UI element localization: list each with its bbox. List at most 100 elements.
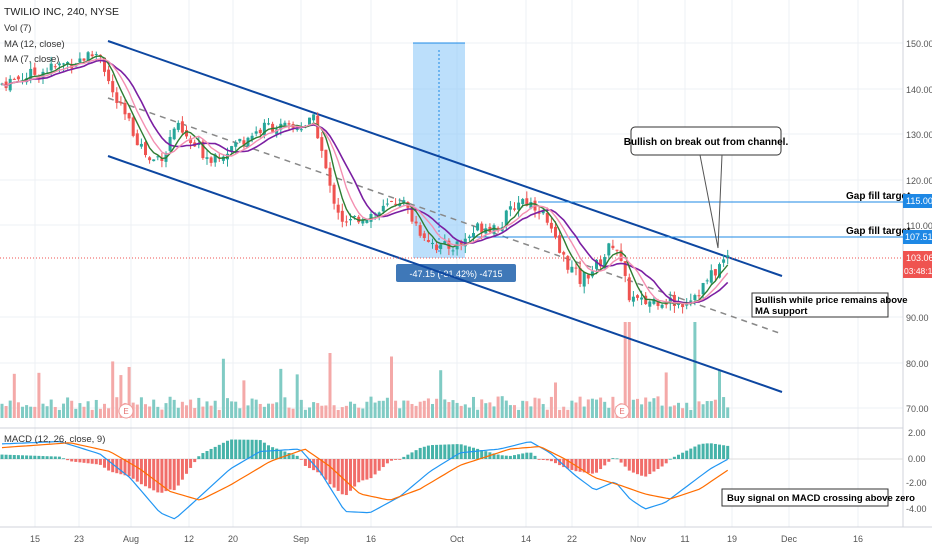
candle-body[interactable] (410, 207, 414, 222)
candle-body[interactable] (623, 261, 627, 276)
candle-body[interactable] (492, 225, 496, 234)
earnings-marker[interactable]: E (614, 403, 630, 419)
candle-body[interactable] (631, 296, 635, 302)
channel-lower-line[interactable] (107, 155, 783, 393)
candle-body[interactable] (578, 268, 582, 284)
candle-body[interactable] (144, 142, 147, 156)
candle-body[interactable] (513, 208, 516, 210)
candle-body[interactable] (599, 259, 603, 267)
candle-body[interactable] (508, 206, 512, 210)
price-axis[interactable]: 150.00 140.00 130.00 120.00 110.00 90.00… (906, 39, 932, 414)
candle-body[interactable] (467, 236, 471, 239)
candle-body[interactable] (422, 233, 426, 239)
candle-body[interactable] (172, 128, 176, 140)
candle-body[interactable] (336, 204, 340, 213)
candle-body[interactable] (451, 250, 455, 252)
candle-body[interactable] (701, 283, 705, 295)
candle-body[interactable] (316, 115, 320, 139)
candle-body[interactable] (156, 156, 160, 158)
macd-axis[interactable]: 2.00 0.00 -2.00 -4.00 (906, 428, 927, 514)
candle-body[interactable] (562, 252, 566, 255)
candle-body[interactable] (201, 141, 205, 159)
candle-body[interactable] (619, 250, 623, 261)
candle-body[interactable] (262, 122, 266, 136)
candle-body[interactable] (718, 264, 721, 278)
ma-support-note[interactable] (751, 292, 889, 318)
candle-body[interactable] (209, 157, 213, 163)
candle-body[interactable] (402, 200, 406, 203)
candle-body[interactable] (86, 52, 90, 63)
candle-body[interactable] (590, 271, 594, 277)
candle-body[interactable] (586, 274, 590, 279)
candle-body[interactable] (443, 241, 447, 244)
candle-body[interactable] (697, 295, 701, 297)
candle-body[interactable] (603, 257, 607, 269)
candle-body[interactable] (504, 210, 508, 225)
candle-body[interactable] (197, 143, 201, 145)
candle-body[interactable] (283, 122, 287, 126)
candle-body[interactable] (398, 204, 402, 207)
earnings-marker[interactable]: E (118, 403, 134, 419)
candle-body[interactable] (390, 200, 393, 202)
candle-body[interactable] (250, 135, 254, 140)
candle-body[interactable] (521, 199, 525, 204)
candle-body[interactable] (607, 243, 611, 256)
candle-body[interactable] (127, 113, 131, 119)
candle-body[interactable] (295, 128, 299, 130)
candle-body[interactable] (135, 133, 139, 146)
candle-body[interactable] (414, 221, 418, 224)
candle-body[interactable] (705, 280, 709, 282)
candle-body[interactable] (115, 92, 119, 103)
candle-body[interactable] (709, 270, 713, 283)
candle-body[interactable] (726, 255, 730, 258)
signal-line[interactable] (1, 442, 729, 501)
ma-pink-line[interactable] (1, 58, 729, 305)
candle-body[interactable] (168, 136, 172, 151)
candle-body[interactable] (439, 244, 443, 250)
candle-body[interactable] (29, 68, 33, 80)
candle-body[interactable] (139, 143, 143, 147)
candle-body[interactable] (4, 81, 8, 89)
candle-body[interactable] (242, 140, 246, 145)
candle-body[interactable] (103, 57, 106, 72)
candle-body[interactable] (123, 102, 127, 115)
candle-body[interactable] (258, 129, 262, 134)
candle-body[interactable] (299, 129, 303, 131)
candle-body[interactable] (668, 297, 672, 304)
candle-body[interactable] (545, 212, 549, 223)
candle-body[interactable] (447, 240, 451, 249)
candle-body[interactable] (78, 58, 82, 63)
ma-7-line[interactable] (1, 55, 729, 305)
candle-body[interactable] (221, 156, 225, 161)
candle-body[interactable] (549, 222, 553, 229)
candle-body[interactable] (353, 216, 357, 218)
candle-body[interactable] (53, 66, 57, 68)
candle-body[interactable] (324, 149, 328, 169)
candle-body[interactable] (234, 142, 238, 147)
candle-body[interactable] (377, 212, 381, 216)
candle-body[interactable] (230, 146, 234, 152)
symbol-title[interactable]: TWILIO INC, 240, NYSE (4, 6, 119, 18)
legend-ma7[interactable]: MA (7, close) (4, 54, 59, 65)
candle-body[interactable] (529, 201, 533, 209)
candle-body[interactable] (90, 54, 94, 57)
candle-body[interactable] (340, 210, 344, 222)
candle-body[interactable] (328, 167, 332, 186)
candle-body[interactable] (541, 210, 545, 214)
candle-body[interactable] (722, 259, 726, 263)
legend-vol[interactable]: Vol (7) (4, 23, 31, 34)
candle-body[interactable] (49, 63, 53, 71)
candle-body[interactable] (205, 157, 209, 159)
candle-body[interactable] (365, 219, 369, 223)
macd-signal-note[interactable] (721, 488, 889, 507)
candle-body[interactable] (595, 259, 598, 269)
candle-body[interactable] (525, 198, 529, 206)
candle-body[interactable] (344, 221, 348, 223)
channel-mid-line[interactable] (107, 97, 783, 335)
breakout-callout[interactable] (630, 126, 782, 156)
candle-body[interactable] (8, 78, 12, 91)
candle-body[interactable] (648, 301, 652, 307)
candle-body[interactable] (385, 203, 389, 205)
candle-body[interactable] (636, 295, 639, 298)
candle-body[interactable] (82, 58, 86, 61)
